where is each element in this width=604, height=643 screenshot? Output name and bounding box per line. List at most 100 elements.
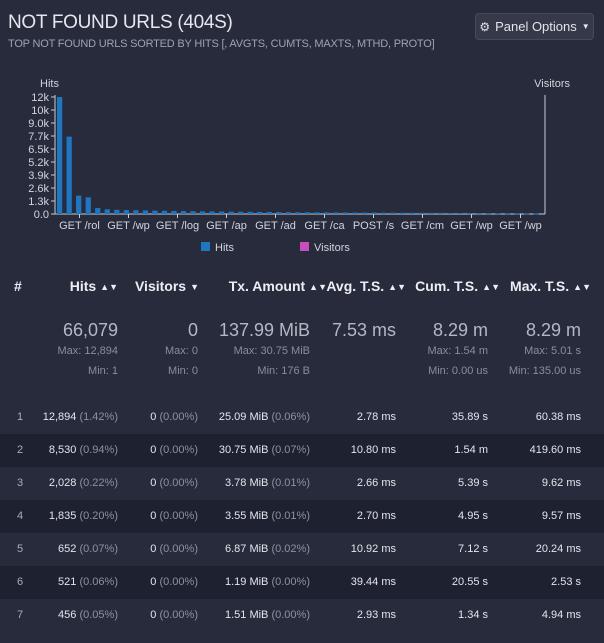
sort-icon: ▲▼ [100, 282, 118, 292]
sort-icon: ▲▼ [482, 282, 500, 292]
right-axis-label: Visitors [534, 78, 570, 90]
bar-hits [66, 136, 72, 214]
column-header-visitors[interactable]: Visitors ▼ [134, 278, 199, 294]
table-row[interactable]: 3 2,028 (0.22%) 0 (0.00%) 3.78 MiB (0.01… [17, 477, 581, 489]
bar-hits [76, 195, 82, 214]
x-tick-label: GET /rol [59, 220, 100, 232]
bar-hits [504, 213, 511, 215]
bar-hits [381, 212, 387, 214]
bar-hits [390, 212, 396, 214]
legend-swatch-hits [201, 242, 210, 251]
hits-visitors-bar-chart: Hits Visitors 0.01.3k2.6k3.9k5.2k6.5k7.7k9… [28, 78, 570, 254]
bar-hits [95, 208, 101, 214]
x-tick-label: GET /ap [206, 220, 247, 232]
column-header-index: # [14, 278, 22, 294]
table-row[interactable]: 5 652 (0.07%) 0 (0.00%) 6.87 MiB (0.02%)… [17, 543, 581, 555]
x-tick-label: GET /ca [304, 220, 345, 232]
bar-hits [219, 211, 225, 214]
sort-icon: ▲▼ [309, 282, 327, 292]
summary-hits: 66,079 Max: 12,894 Min: 1 [57, 320, 118, 377]
gear-icon: ⚙ [479, 19, 491, 34]
table-body: 1 12,894 (1.42%) 0 (0.00%) 25.09 MiB (0.… [0, 401, 604, 632]
bar-hits [323, 212, 330, 214]
table-row[interactable]: 2 8,530 (0.94%) 0 (0.00%) 30.75 MiB (0.0… [0, 434, 604, 467]
bar-hits [57, 97, 63, 214]
bar-hits [457, 213, 463, 215]
x-tick-label: GET /wp [499, 220, 542, 232]
x-tick-label: GET /wp [107, 220, 150, 232]
bar-hits [180, 211, 187, 214]
bar-hits [428, 212, 434, 214]
summary-visitors: 0 Max: 0 Min: 0 [164, 320, 198, 377]
left-axis-label: Hits [40, 78, 59, 90]
bar-hits [476, 213, 482, 215]
column-header-max-ts[interactable]: Max. T.S. ▲▼ [510, 278, 591, 294]
bar-hits [342, 212, 349, 214]
y-tick-label: 12k [31, 92, 49, 104]
bar-hits [533, 213, 539, 215]
bar-hits [142, 210, 149, 214]
x-tick-label: GET /cm [401, 220, 444, 232]
caret-down-icon: ▼ [581, 22, 590, 31]
bar-hits [466, 213, 473, 215]
table-row[interactable]: 7 456 (0.05%) 0 (0.00%) 1.51 MiB (0.00%)… [17, 609, 581, 621]
x-tick-label: GET /log [156, 220, 199, 232]
bar-hits [85, 197, 91, 214]
y-tick-label: 3.9k [28, 170, 49, 182]
column-header-tx-amount[interactable]: Tx. Amount ▲▼ [228, 278, 327, 294]
bar-hits [238, 211, 244, 214]
bar-hits [228, 211, 234, 214]
bar-hits [133, 210, 139, 214]
legend-label-visitors: Visitors [314, 242, 350, 254]
table-row[interactable]: 1 12,894 (1.42%) 0 (0.00%) 25.09 MiB (0.… [17, 411, 581, 423]
x-tick-label: POST /s [353, 220, 395, 232]
table-row[interactable]: 4 1,835 (0.20%) 0 (0.00%) 3.55 MiB (0.01… [0, 500, 604, 533]
bar-hits [266, 212, 272, 214]
bar-hits [171, 210, 177, 214]
bar-hits [485, 213, 492, 215]
bar-hits [123, 210, 129, 214]
column-header-cum-ts[interactable]: Cum. T.S. ▲▼ [415, 278, 500, 294]
table-row[interactable]: 6 521 (0.06%) 0 (0.00%) 1.19 MiB (0.00%)… [0, 566, 604, 599]
bar-hits [304, 212, 311, 214]
y-tick-label: 9.0k [28, 118, 49, 130]
summary-cum-ts: 8.29 m Max: 1.54 m Min: 0.00 us [427, 320, 488, 377]
bar-hits [247, 211, 253, 214]
panel-header: NOT FOUND URLS (404S) TOP NOT FOUND URLS… [8, 12, 435, 50]
bar-hits [199, 211, 206, 214]
bar-hits [104, 209, 110, 214]
bar-hits [276, 212, 282, 214]
bar-hits [257, 211, 263, 214]
bar-hits [209, 211, 215, 214]
sort-icon: ▲▼ [388, 282, 406, 292]
y-tick-label: 1.3k [28, 196, 49, 208]
bar-hits [285, 212, 291, 214]
bar-hits [523, 213, 530, 215]
bar-hits [161, 210, 168, 214]
bar-hits [371, 212, 377, 214]
summary-tx-amount: 137.99 MiB Max: 30.75 MiB Min: 176 B [218, 320, 310, 377]
table-header: # Hits ▲▼ Visitors ▼ Tx. Amount ▲▼ Avg. T.S… [0, 270, 604, 302]
bar-hits [295, 212, 301, 214]
summary-avg-ts: 7.53 ms [331, 320, 396, 340]
bar-hits [495, 213, 501, 215]
x-tick-label: GET /wp [450, 220, 493, 232]
y-tick-label: 10k [31, 105, 49, 117]
bar-hits [190, 211, 196, 214]
bar-hits [361, 212, 368, 214]
y-tick-label: 5.2k [28, 157, 49, 169]
bar-hits [152, 210, 158, 214]
column-header-avg-ts[interactable]: Avg. T.S. ▲▼ [326, 278, 406, 294]
y-tick-label: 6.5k [28, 144, 49, 156]
bar-hits [114, 209, 120, 214]
panel-subtitle: TOP NOT FOUND URLS SORTED BY HITS [, AVG… [8, 38, 435, 50]
panel-options-label: Panel Options [495, 19, 577, 34]
sort-desc-icon: ▼ [190, 282, 199, 292]
bar-hits [409, 212, 415, 214]
y-tick-label: 0.0 [34, 209, 49, 221]
bar-hits [352, 212, 358, 214]
panel-options-button[interactable]: ⚙ Panel Options ▼ [475, 13, 594, 40]
column-header-hits[interactable]: Hits ▲▼ [69, 278, 118, 294]
bar-hits [333, 212, 339, 214]
bar-hits [438, 212, 444, 214]
